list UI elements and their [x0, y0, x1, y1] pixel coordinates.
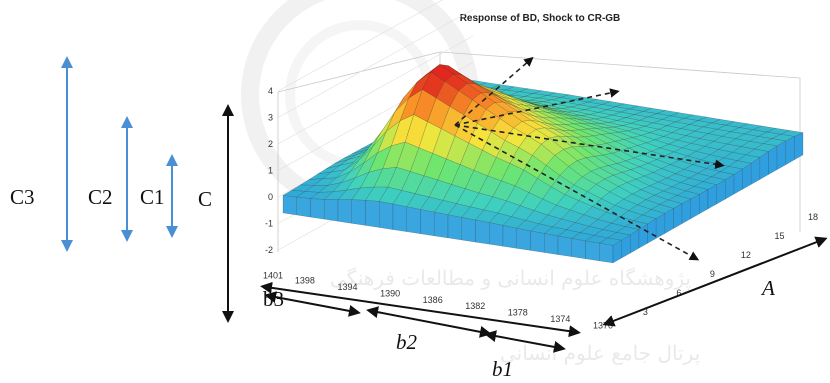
surface-skirt: [365, 200, 380, 228]
year-tick-label: 1374: [550, 314, 570, 324]
b2-arrow: [366, 306, 492, 338]
horizon-tick-label: 9: [710, 269, 715, 279]
b1-label: b1: [492, 357, 513, 381]
surface-skirt: [461, 217, 476, 243]
horizon-tick-label: 12: [741, 250, 751, 260]
a-arrow: [602, 236, 828, 327]
magnitude-arrows: [61, 56, 178, 252]
z-tick-label: 3: [268, 113, 273, 123]
watermark-line-1: پژوهشگاه علوم انسانی و مطالعات فرهنگی: [330, 266, 691, 290]
surface-skirt: [489, 222, 504, 247]
surface-skirt: [475, 219, 490, 245]
surface-skirt: [785, 136, 795, 166]
a-label: A: [760, 276, 775, 300]
horizon-tick-label: 18: [808, 212, 818, 222]
z-tick-label: 0: [268, 192, 273, 202]
surface-skirt: [571, 238, 586, 259]
surface-skirt: [392, 203, 407, 232]
c3-label: C3: [10, 185, 35, 209]
watermark-line-2: پرتال جامع علوم انسانی: [500, 341, 700, 365]
surface-skirt: [516, 228, 531, 251]
trend-arrow-4: [454, 124, 700, 261]
c1-label: C1: [140, 185, 165, 209]
z-tick-label: 4: [268, 86, 273, 96]
surface-skirt: [337, 199, 352, 224]
year-tick-label: 1382: [465, 301, 485, 311]
surface-skirt: [434, 211, 449, 239]
surface-skirt: [530, 230, 545, 253]
b3-arrow: [264, 291, 361, 317]
z-tick-label: -2: [265, 245, 273, 255]
z-tick-label: 1: [268, 166, 273, 176]
surface-skirt: [794, 132, 804, 161]
surface-skirt: [351, 199, 366, 226]
b-total-arrow: [260, 281, 581, 338]
surface-skirt: [502, 225, 517, 249]
surface-skirt: [296, 196, 311, 218]
surface-skirt: [420, 209, 435, 237]
year-tick-label: 1386: [423, 295, 443, 305]
surface-skirt: [447, 214, 462, 241]
trend-arrows: [454, 56, 725, 261]
c2-label: C2: [88, 185, 113, 209]
chart-title: Response of BD, Shock to CR-GB: [460, 13, 621, 24]
z-tick-label: 2: [268, 139, 273, 149]
year-tick-label: 1390: [380, 288, 400, 298]
surface-skirt: [282, 195, 297, 216]
surface-skirt: [585, 240, 600, 262]
surface-skirt: [544, 233, 559, 255]
surface-skirt: [599, 243, 614, 264]
surface-skirt: [406, 206, 421, 234]
trend-arrow-2: [454, 88, 620, 126]
year-tick-label: 1401: [263, 271, 283, 281]
horizon-tick-label: 15: [774, 231, 784, 241]
year-tick-label: 1378: [508, 308, 528, 318]
surface-skirt: [379, 201, 394, 230]
b3-label: b3: [263, 287, 284, 311]
z-axis-ticks: -2 -1 0 1 2 3 4: [265, 86, 273, 255]
surface-skirt: [557, 235, 572, 257]
surface-skirt: [324, 199, 339, 222]
b1-arrow: [484, 330, 566, 353]
surface-skirt: [310, 198, 325, 220]
surface-mesh: [282, 64, 804, 264]
surface-skirt: [776, 140, 786, 170]
b-arrows: [260, 281, 581, 353]
trend-arrow-1: [454, 56, 534, 126]
b2-label: b2: [396, 330, 418, 354]
z-tick-label: -1: [265, 219, 273, 229]
year-tick-label: 1394: [337, 282, 357, 292]
c-label: C: [198, 187, 212, 211]
year-tick-label: 1398: [295, 275, 315, 285]
